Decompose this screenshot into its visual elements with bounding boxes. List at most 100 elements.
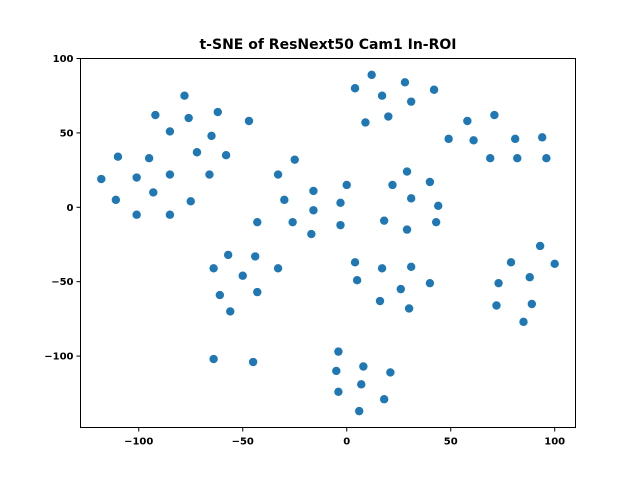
data-point <box>396 284 405 294</box>
data-point <box>221 151 231 160</box>
data-point <box>226 307 235 316</box>
data-point <box>209 264 218 273</box>
data-point <box>377 91 387 100</box>
data-point <box>431 217 441 227</box>
y-tick-label: −50 <box>51 277 73 288</box>
data-point <box>207 131 216 141</box>
data-point <box>425 177 435 187</box>
data-point <box>429 85 439 94</box>
data-point <box>538 133 547 142</box>
x-tick-label: −50 <box>232 437 254 448</box>
data-point <box>334 387 343 396</box>
data-point <box>519 317 528 327</box>
data-point <box>215 290 225 300</box>
data-point <box>469 136 478 145</box>
data-point <box>192 148 202 157</box>
data-point <box>251 252 260 261</box>
data-point <box>490 110 499 120</box>
data-point <box>238 271 247 280</box>
data-point <box>113 152 123 161</box>
data-point <box>350 84 360 93</box>
data-point <box>359 362 368 371</box>
data-point <box>506 258 516 267</box>
data-point <box>205 170 214 179</box>
data-point <box>223 250 233 260</box>
data-point <box>384 112 393 121</box>
data-point <box>132 173 141 182</box>
data-point <box>355 406 364 416</box>
data-point <box>309 206 318 215</box>
axes-frame <box>80 58 576 428</box>
data-point <box>97 174 106 184</box>
data-point <box>334 347 343 356</box>
data-point <box>336 198 345 208</box>
data-point <box>151 110 160 120</box>
data-point <box>253 217 262 227</box>
data-point <box>352 276 362 285</box>
data-point <box>165 210 175 219</box>
data-point <box>165 127 175 136</box>
data-point <box>342 180 351 190</box>
data-point <box>513 153 522 163</box>
data-point <box>336 220 345 230</box>
data-point <box>492 301 501 310</box>
x-axis: −100 −50 0 50 100 <box>124 427 565 448</box>
data-point <box>406 262 416 272</box>
data-point <box>165 170 175 179</box>
data-point <box>379 216 389 225</box>
y-tick-label: −100 <box>44 352 73 363</box>
points-layer <box>97 70 559 416</box>
data-point <box>350 258 360 267</box>
data-point <box>377 264 387 273</box>
data-point <box>550 259 559 269</box>
data-point <box>388 180 397 190</box>
data-point <box>213 107 222 117</box>
y-tick-label: 50 <box>60 128 74 139</box>
data-point <box>494 278 503 288</box>
data-point <box>248 357 258 367</box>
data-point <box>400 78 410 87</box>
x-tick-label: 0 <box>343 437 350 448</box>
data-point <box>406 97 416 106</box>
chart-title: t-SNE of ResNext50 Cam1 In-ROI <box>199 37 456 53</box>
data-point <box>402 225 412 234</box>
data-point <box>357 380 366 389</box>
data-point <box>402 167 412 176</box>
data-point <box>180 91 189 100</box>
data-point <box>253 287 262 297</box>
data-point <box>425 278 435 288</box>
data-point <box>486 153 495 163</box>
data-point <box>280 195 289 205</box>
data-point <box>404 304 414 313</box>
data-point <box>184 113 193 123</box>
data-point <box>307 229 316 239</box>
data-point <box>386 368 395 377</box>
x-tick-label: −100 <box>124 437 153 448</box>
data-point <box>244 116 254 126</box>
data-point <box>209 354 218 364</box>
data-point <box>149 188 158 197</box>
x-tick-label: 100 <box>544 437 565 448</box>
y-tick-label: 0 <box>67 203 74 214</box>
data-point <box>288 217 297 227</box>
x-tick-label: 50 <box>444 437 458 448</box>
data-point <box>290 155 299 164</box>
data-point <box>132 210 141 219</box>
data-point <box>144 153 154 163</box>
data-point <box>273 170 283 179</box>
data-point <box>361 118 370 127</box>
data-point <box>186 197 195 206</box>
data-point <box>332 366 341 376</box>
data-point <box>444 134 453 144</box>
data-point <box>527 299 537 309</box>
data-point <box>309 186 318 196</box>
data-point <box>111 195 121 205</box>
data-point <box>525 273 534 282</box>
data-point <box>379 395 389 404</box>
data-point <box>510 134 520 144</box>
data-point <box>406 194 416 203</box>
data-point <box>463 116 472 126</box>
y-axis: −100 −50 0 50 100 <box>44 54 81 363</box>
data-point <box>367 70 376 80</box>
